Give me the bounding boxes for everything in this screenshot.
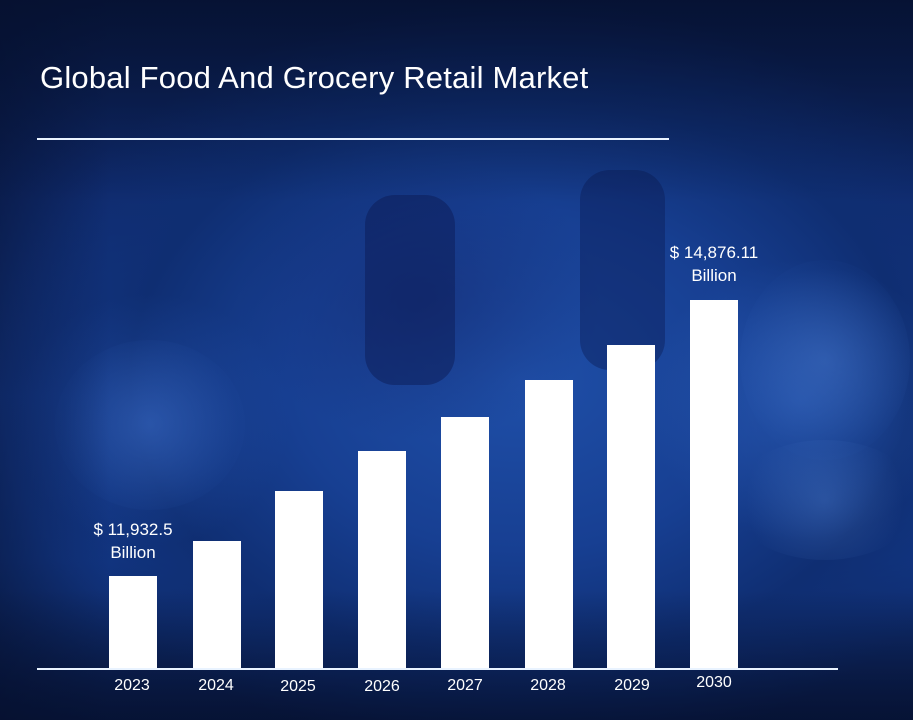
annotation-2030-value: $ 14,876.11: [669, 243, 759, 262]
x-tick-2029: 2029: [614, 677, 650, 694]
bar-2025: [275, 491, 323, 669]
x-tick-2026: 2026: [364, 678, 400, 695]
background-bowl-left: [55, 340, 245, 510]
annotation-2030-unit: Billion: [691, 266, 737, 285]
bar-2024: [193, 541, 241, 669]
x-tick-2025: 2025: [280, 678, 316, 695]
bar-2028: [525, 380, 573, 669]
bar-2027: [441, 417, 489, 669]
bar-2023: [109, 576, 157, 669]
annotation-2023: $ 11,932.5 Billion: [63, 518, 203, 564]
x-tick-2030: 2030: [696, 674, 732, 691]
bar-2030: [690, 300, 738, 669]
chart-title: Global Food And Grocery Retail Market: [40, 60, 589, 95]
annotation-2030: $ 14,876.11 Billion: [644, 241, 784, 287]
background-basket-right: [740, 260, 910, 460]
title-underline: [37, 138, 669, 140]
x-tick-2024: 2024: [198, 677, 234, 694]
annotation-2023-value: $ 11,932.5: [93, 520, 173, 539]
bar-2026: [358, 451, 406, 669]
background-bottle: [365, 195, 455, 385]
annotation-2023-unit: Billion: [110, 543, 156, 562]
background-onion-rings: [730, 440, 913, 560]
x-tick-2028: 2028: [530, 677, 566, 694]
bar-2029: [607, 345, 655, 669]
x-tick-2023: 2023: [114, 677, 150, 694]
x-axis-line: [37, 668, 838, 670]
x-tick-2027: 2027: [447, 677, 483, 694]
